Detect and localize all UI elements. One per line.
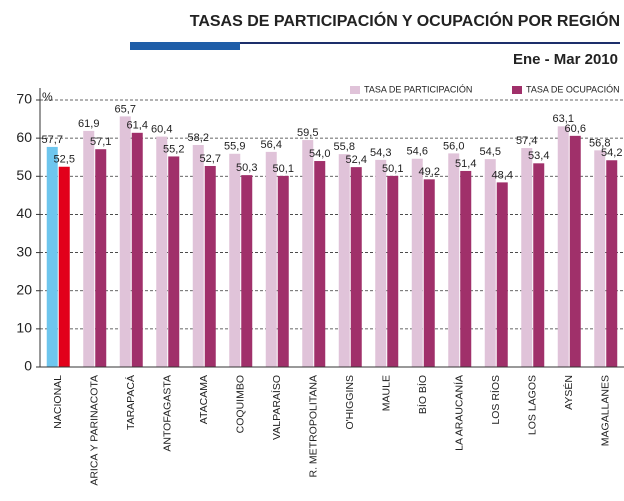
bar (606, 160, 618, 367)
bar (131, 132, 143, 367)
bar (387, 175, 399, 367)
value-label: 61,9 (78, 118, 99, 130)
value-label: 52,5 (54, 154, 75, 166)
title-accent (130, 42, 240, 50)
x-tick-label: LOS LAGOS (527, 375, 539, 435)
bar (338, 154, 350, 367)
y-tick-label: 0 (24, 358, 32, 374)
x-tick-label: TARAPACÁ (124, 375, 137, 430)
bar (46, 146, 58, 367)
bar (265, 151, 277, 367)
value-label: 57,7 (42, 134, 63, 146)
value-label: 63,1 (553, 113, 574, 125)
x-tick-label: LA ARAUCANÍA (453, 375, 466, 451)
x-tick-label: BÍO BÍO (416, 375, 429, 414)
bar (521, 148, 533, 367)
y-tick-label: 10 (16, 320, 32, 336)
bar (423, 179, 435, 367)
value-label: 53,4 (528, 150, 549, 162)
y-tick-label: 40 (16, 205, 32, 221)
bar (411, 158, 423, 367)
value-label: 51,4 (455, 158, 476, 170)
bar (192, 145, 204, 367)
bar (241, 175, 253, 367)
bar (594, 150, 606, 367)
x-tick-label: NACIONAL (52, 375, 64, 429)
value-label: 60,6 (565, 123, 586, 135)
value-label: 52,7 (200, 153, 221, 165)
bar (83, 130, 95, 367)
value-label: 58,2 (188, 132, 209, 144)
legend-label: TASA DE PARTICIPACIÓN (364, 84, 472, 94)
bar (375, 159, 387, 367)
chart-title: TASAS DE PARTICIPACIÓN Y OCUPACIÓN POR R… (190, 11, 620, 30)
bar (168, 156, 180, 367)
bar (533, 163, 545, 367)
x-tick-label: ANTOFAGASTA (162, 375, 174, 452)
value-label: 54,6 (407, 146, 428, 158)
value-label: 52,4 (346, 154, 367, 166)
y-tick-label: 30 (16, 243, 32, 259)
bar (302, 140, 314, 367)
bar (569, 135, 581, 367)
bar (496, 182, 508, 367)
bar (314, 161, 326, 367)
x-tick-label: ARICA Y PARINACOTA (89, 375, 101, 486)
bar (156, 136, 168, 367)
y-tick-label: 60 (16, 129, 32, 145)
chart-subtitle: Ene - Mar 2010 (513, 51, 618, 68)
x-tick-label: LOS RÍOS (489, 375, 502, 425)
value-label: 60,4 (151, 124, 172, 136)
value-label: 50,1 (273, 163, 294, 175)
bar (229, 153, 241, 367)
bar (557, 126, 569, 367)
legend-swatch (350, 86, 360, 94)
x-tick-label: MAULE (381, 375, 393, 411)
value-label: 65,7 (115, 103, 136, 115)
value-label: 55,8 (334, 141, 355, 153)
value-label: 59,5 (297, 127, 318, 139)
x-tick-label: VALPARAÍSO (270, 375, 283, 440)
legend-label: TASA DE OCUPACIÓN (526, 84, 620, 94)
y-tick-label: 70 (16, 91, 32, 107)
bar (119, 116, 131, 367)
bar (204, 165, 216, 367)
value-label: 55,2 (163, 143, 184, 155)
bar (277, 175, 289, 367)
title-rule (130, 42, 620, 44)
value-label: 55,9 (224, 141, 245, 153)
bar (448, 153, 460, 367)
value-label: 56,8 (589, 137, 610, 149)
x-tick-label: AYSÉN (562, 375, 575, 410)
bar (484, 159, 496, 367)
value-label: 54,0 (309, 148, 330, 160)
value-label: 57,1 (90, 136, 111, 148)
value-label: 50,3 (236, 162, 257, 174)
y-axis-label: % (42, 90, 53, 104)
x-tick-label: COQUIMBO (235, 375, 247, 433)
value-label: 54,2 (601, 147, 622, 159)
value-label: 54,5 (480, 146, 501, 158)
bar (460, 170, 472, 367)
x-tick-label: R. METROPOLITANA (308, 375, 320, 477)
bar (350, 167, 362, 367)
bar (58, 166, 70, 367)
legend-swatch (512, 86, 522, 94)
bar (95, 149, 107, 367)
value-label: 54,3 (370, 147, 391, 159)
value-label: 48,4 (492, 169, 513, 181)
value-label: 61,4 (127, 120, 148, 132)
value-label: 56,0 (443, 140, 464, 152)
x-tick-label: ATACAMA (198, 375, 210, 424)
y-tick-label: 20 (16, 281, 32, 297)
value-label: 49,2 (419, 166, 440, 178)
y-tick-label: 50 (16, 167, 32, 183)
value-label: 56,4 (261, 139, 282, 151)
value-label: 50,1 (382, 163, 403, 175)
x-tick-label: O'HIGGINS (344, 375, 356, 430)
x-tick-label: MAGALLANES (600, 375, 612, 446)
value-label: 57,4 (516, 135, 537, 147)
